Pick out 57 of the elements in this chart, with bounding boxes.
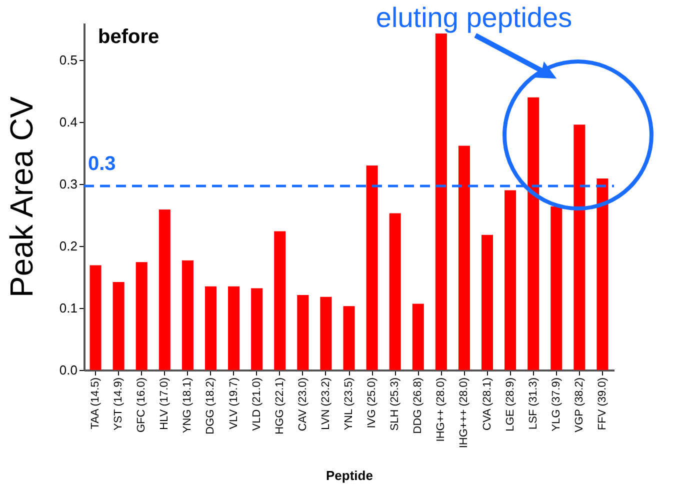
bar xyxy=(251,288,263,370)
annotation: before xyxy=(98,26,160,48)
x-tick-label: IHG++ (28.0) xyxy=(435,378,448,442)
x-tick-label: LVN (23.2) xyxy=(320,378,332,430)
x-tick-label: DGG (18.2) xyxy=(204,378,217,434)
bar xyxy=(550,206,562,370)
bar xyxy=(182,260,194,370)
x-tick-label: HLV (17.0) xyxy=(158,378,171,430)
x-tick-label: YST (14.9) xyxy=(112,378,125,430)
bar xyxy=(574,124,586,370)
bar xyxy=(482,234,494,370)
x-tick-label: GFC (16.0) xyxy=(136,378,148,433)
x-tick-label: YLG (37.9) xyxy=(550,378,562,432)
bar xyxy=(297,295,309,370)
x-tick-label: VGP (38.2) xyxy=(573,378,586,432)
x-tick-label: YNG (18.1) xyxy=(182,378,194,434)
x-tick-label: FFV (39.0) xyxy=(596,378,608,430)
bar xyxy=(596,178,608,370)
ref-line-label: 0.3 xyxy=(88,152,116,175)
x-tick-label: SLH (25.3) xyxy=(389,378,402,431)
bar xyxy=(90,265,102,370)
bar xyxy=(112,282,124,370)
bar xyxy=(412,304,424,370)
x-tick-label: CVA (28.1) xyxy=(481,378,494,430)
bar xyxy=(274,231,286,370)
bar xyxy=(458,146,470,370)
y-axis-title: Peak Area CV xyxy=(3,96,40,298)
bar xyxy=(366,166,378,370)
y-tick-label: 0.1 xyxy=(59,300,78,316)
bar xyxy=(136,262,148,370)
bar xyxy=(504,190,516,370)
x-tick-label: DDG (26.8) xyxy=(412,378,424,434)
y-tick-label: 0.0 xyxy=(59,362,78,378)
bar xyxy=(528,97,540,370)
bar xyxy=(320,296,332,370)
x-tick-label: VLV (19.7) xyxy=(228,378,240,430)
x-tick-label: LGE (28.9) xyxy=(504,378,516,432)
annotation: eluting peptides xyxy=(376,2,572,33)
x-tick-label: VLD (21.0) xyxy=(250,378,263,431)
x-tick-label: HGG (22.1) xyxy=(274,378,286,434)
x-tick-label: IHG+++ (28.0) xyxy=(458,378,470,448)
x-axis-title: Peptide xyxy=(326,468,373,484)
bar xyxy=(343,306,355,370)
bar xyxy=(389,213,401,370)
y-tick-label: 0.5 xyxy=(59,52,78,68)
y-tick-label: 0.2 xyxy=(59,238,78,254)
y-tick-label: 0.3 xyxy=(59,176,78,192)
bar xyxy=(228,286,240,370)
x-tick-label: CAV (23.0) xyxy=(296,378,309,432)
x-tick-label: IVG (25.0) xyxy=(366,378,378,428)
bar xyxy=(158,210,170,370)
bar xyxy=(435,34,447,370)
x-tick-label: YNL (23.5) xyxy=(343,378,355,430)
y-tick-label: 0.4 xyxy=(59,114,78,130)
bar xyxy=(204,286,216,370)
x-tick-label: TAA (14.5) xyxy=(90,378,102,430)
x-tick-label: LSF (31.3) xyxy=(527,378,540,430)
